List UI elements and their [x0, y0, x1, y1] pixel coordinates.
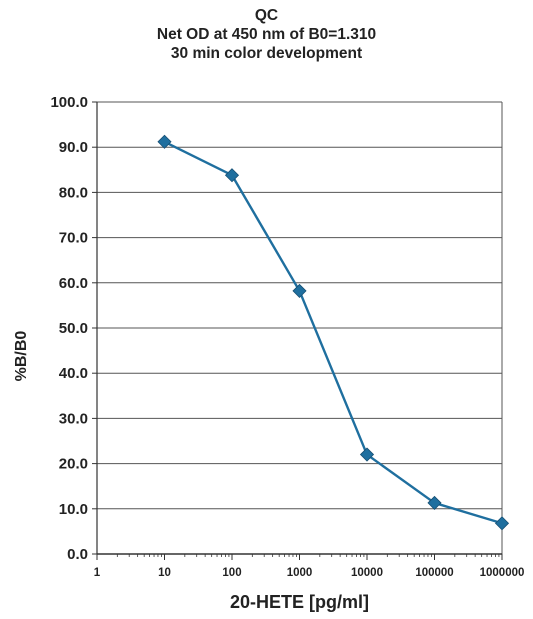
- x-tick-label: 10000: [351, 567, 383, 579]
- x-tick-label: 1: [94, 567, 101, 579]
- y-tick-label: 90.0: [59, 139, 88, 156]
- x-axis-label: 20-HETE [pg/ml]: [230, 592, 369, 612]
- y-tick-label: 50.0: [59, 320, 88, 337]
- x-tick-label: 10: [158, 567, 171, 579]
- data-point-marker: [157, 134, 172, 149]
- x-tick-label: 100: [222, 567, 241, 579]
- y-tick-label: 60.0: [59, 275, 88, 292]
- x-tick-label: 100000: [415, 567, 453, 579]
- y-tick-label: 80.0: [59, 184, 88, 201]
- chart-title-block: QC Net OD at 450 nm of B0=1.310 30 min c…: [0, 6, 533, 63]
- y-tick-label: 0.0: [67, 546, 88, 563]
- axes: [92, 101, 503, 560]
- chart-subtitle-line-1: Net OD at 450 nm of B0=1.310: [156, 26, 377, 43]
- data-point-marker: [224, 168, 240, 183]
- series-line: [163, 140, 503, 525]
- x-tick-labels: 1 10 100 1000 10000 100000 1000000: [94, 567, 525, 579]
- data-point-marker: [359, 447, 375, 462]
- chart-subtitle-line-2: 30 min color development: [170, 45, 363, 62]
- y-axis-label: %B/B0: [13, 331, 30, 382]
- y-tick-labels: 0.0 10.0 20.0 30.0 40.0 50.0 60.0 70.0 80.0 90.0 1…: [50, 94, 88, 563]
- y-tick-label: 10.0: [59, 501, 88, 518]
- y-tick-label: 100.0: [50, 94, 88, 111]
- y-tick-label: 20.0: [59, 456, 88, 473]
- x-tick-label: 1000: [287, 567, 313, 579]
- data-point-marker: [292, 283, 307, 299]
- data-series: [157, 134, 510, 531]
- y-tick-label: 30.0: [59, 410, 88, 427]
- data-point-marker: [427, 495, 442, 510]
- gridlines: [97, 101, 502, 510]
- chart-title: QC: [254, 7, 279, 24]
- y-tick-label: 40.0: [59, 365, 88, 382]
- x-tick-label: 1000000: [480, 567, 525, 579]
- data-point-marker: [494, 516, 510, 531]
- y-tick-label: 70.0: [59, 230, 88, 247]
